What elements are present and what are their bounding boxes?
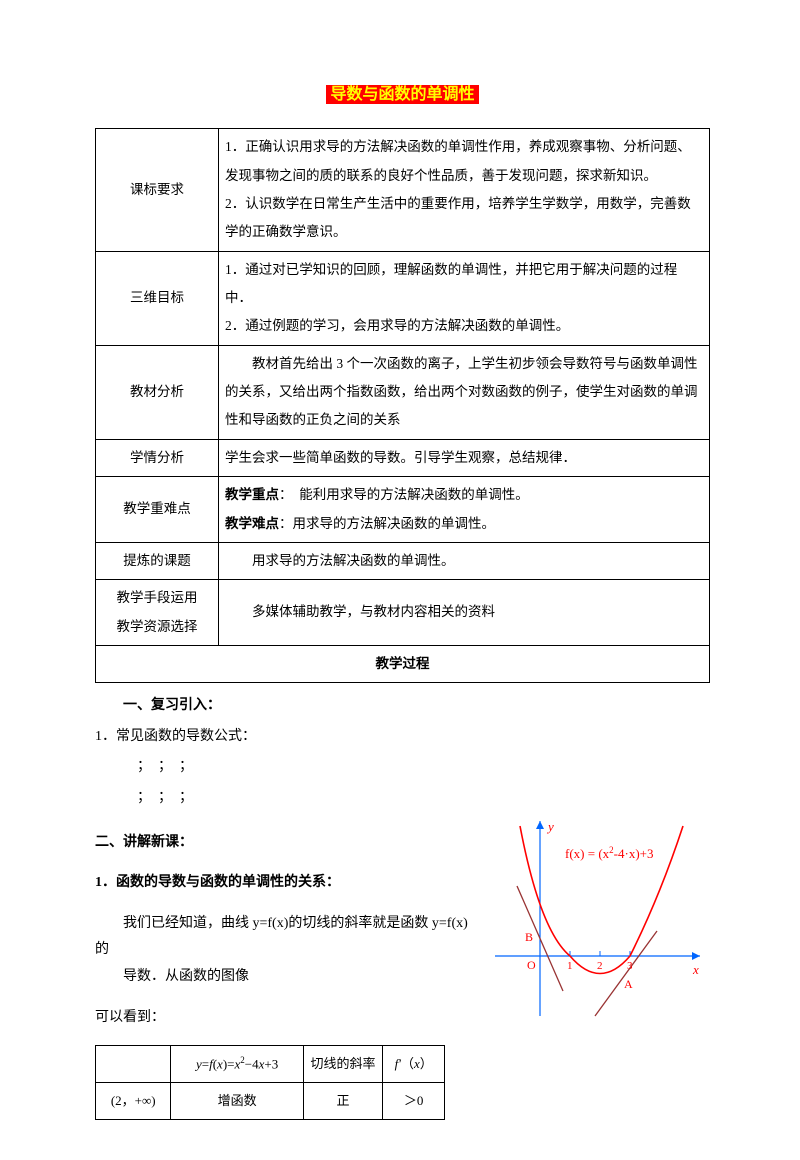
page-title: 导数与函数的单调性 — [326, 85, 478, 104]
diff-text: ：用求导的方法解决函数的单调性。 — [279, 516, 495, 531]
relation-text: 导数．从函数的图像 — [95, 964, 475, 991]
row-body: 多媒体辅助教学，与教材内容相关的资料 — [219, 580, 710, 646]
row-hdr: 教学重难点 — [96, 477, 219, 543]
mini-head: f'（x） — [383, 1046, 445, 1083]
row-hdr: 教材分析 — [96, 345, 219, 439]
row-body: 教学重点： 能利用求导的方法解决函数的单调性。 教学难点：用求导的方法解决函数的… — [219, 477, 710, 543]
row-body: 用求导的方法解决函数的单调性。 — [219, 542, 710, 579]
relation-text2: 可以看到： — [95, 1005, 475, 1032]
relation-header: 1．函数的导数与函数的单调性的关系： — [95, 870, 475, 897]
row-body: 学生会求一些简单函数的导数。引导学生观察，总结规律． — [219, 439, 710, 476]
lecture-header: 二、讲解新课： — [95, 830, 475, 857]
diff-label: 教学难点 — [225, 516, 279, 531]
formula-row: ； ； ； — [95, 785, 710, 812]
y-axis-label: y — [546, 819, 554, 834]
tick-label: 3 — [627, 960, 633, 972]
mini-cell: ＞0 — [383, 1083, 445, 1120]
x-axis-label: x — [692, 962, 699, 977]
focus-text: ： 能利用求导的方法解决函数的单调性。 — [279, 487, 529, 502]
function-graph: y x O 1 2 3 A B f(x) = (x2-4·x)+3 — [485, 816, 710, 1026]
row-hdr: 三维目标 — [96, 251, 219, 345]
mini-table: y=f(x)=x2−4x+3 切线的斜率 f'（x） (2，+∞) 增函数 正 … — [95, 1045, 445, 1120]
formula-row: ； ； ； — [95, 754, 710, 781]
row-hdr: 教学手段运用教学资源选择 — [96, 580, 219, 646]
mini-head — [96, 1046, 171, 1083]
mini-head: 切线的斜率 — [303, 1046, 383, 1083]
point-B: B — [525, 930, 533, 944]
focus-label: 教学重点 — [225, 487, 279, 502]
review-header: 一、复习引入： — [95, 693, 710, 720]
row-body: 教材首先给出 3 个一次函数的离子，上学生初步领会导数符号与函数单调性的关系，又… — [219, 345, 710, 439]
tick-label: 1 — [567, 960, 573, 972]
origin-label: O — [527, 958, 536, 972]
mini-cell: 正 — [303, 1083, 383, 1120]
point-A: A — [624, 977, 633, 991]
relation-text: 我们已经知道，曲线 y=f(x)的切线的斜率就是函数 y=f(x)的 — [95, 911, 475, 964]
mini-head: y=f(x)=x2−4x+3 — [171, 1046, 303, 1083]
mini-cell: 增函数 — [171, 1083, 303, 1120]
review-line: 1．常见函数的导数公式： — [95, 724, 710, 751]
row-body: 1．通过对已学知识的回顾，理解函数的单调性，并把它用于解决问题的过程中．2．通过… — [219, 251, 710, 345]
tick-label: 2 — [597, 960, 603, 972]
row-hdr: 课标要求 — [96, 129, 219, 251]
main-table: 课标要求 1．正确认识用求导的方法解决函数的单调性作用，养成观察事物、分析问题、… — [95, 128, 710, 683]
fn-label: f(x) = (x2-4·x)+3 — [565, 845, 653, 861]
row-body: 1．正确认识用求导的方法解决函数的单调性作用，养成观察事物、分析问题、发现事物之… — [219, 129, 710, 251]
mini-cell: (2，+∞) — [96, 1083, 171, 1120]
process-header: 教学过程 — [96, 645, 710, 682]
row-hdr: 学情分析 — [96, 439, 219, 476]
row-hdr: 提炼的课题 — [96, 542, 219, 579]
